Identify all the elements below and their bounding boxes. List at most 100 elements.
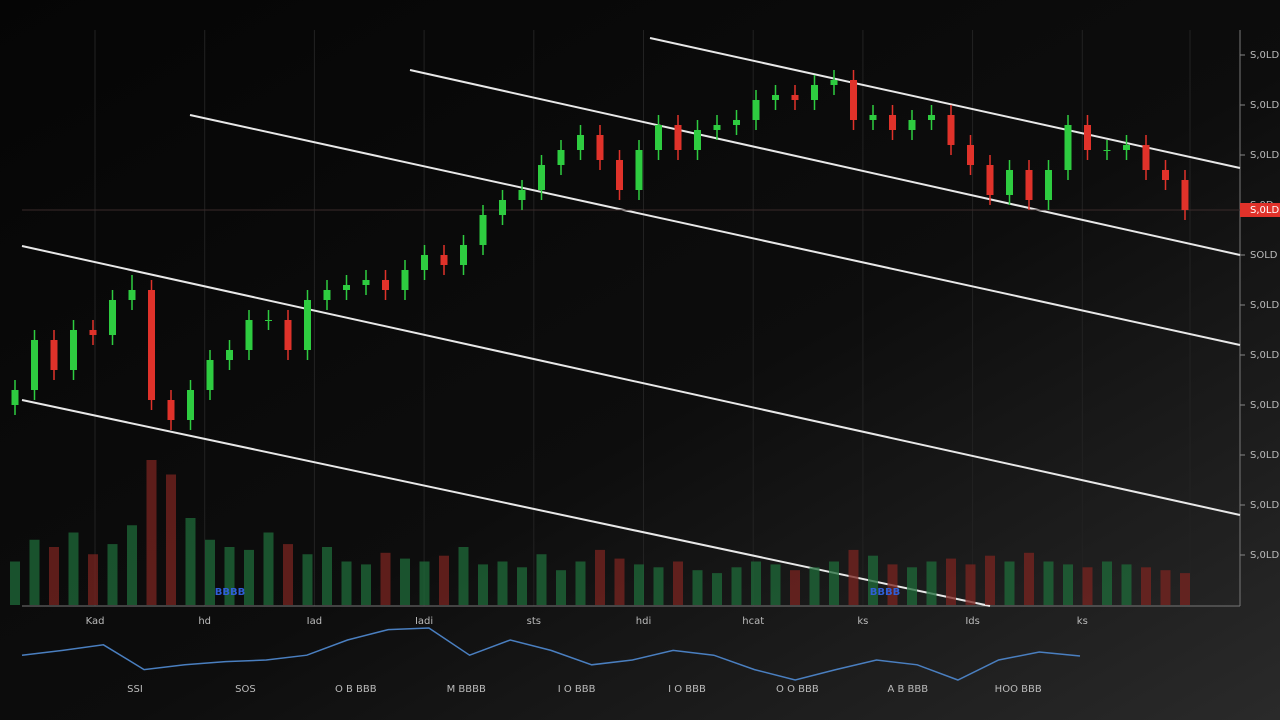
- volume-bar: [1024, 552, 1034, 605]
- y-tick-label: SOLD: [1250, 250, 1278, 261]
- candle-body: [128, 290, 136, 300]
- candle-body: [674, 125, 682, 150]
- bottom-label: A B BBB: [887, 684, 928, 695]
- volume-bar: [419, 561, 430, 605]
- candle-body: [343, 285, 350, 290]
- candle-body: [713, 125, 721, 130]
- volume-bar: [341, 561, 352, 605]
- candle-body: [31, 340, 38, 390]
- current-price-box: [1240, 203, 1280, 217]
- bottom-label: O B BBB: [335, 684, 377, 695]
- volume-bar: [400, 558, 410, 605]
- channel-lines: [21, 37, 1241, 607]
- trend-line: [649, 37, 1241, 169]
- candle-body: [928, 115, 935, 120]
- volume-bar: [166, 474, 176, 605]
- current-price-label: S,0LD: [1250, 205, 1279, 216]
- candle-body: [50, 340, 58, 370]
- volume-bar: [965, 564, 976, 605]
- volume-bar: [88, 554, 98, 605]
- candle-body: [11, 390, 19, 405]
- x-tick-label: Iad: [307, 616, 322, 627]
- candle-body: [1103, 150, 1111, 151]
- candle-body: [908, 120, 916, 130]
- y-tick-label: S,0LD: [1250, 550, 1279, 561]
- volume-bar: [1043, 561, 1054, 605]
- volume-bar: [263, 532, 274, 605]
- volume-bar: [1121, 564, 1132, 605]
- volume-bar: [380, 552, 391, 605]
- marker-label: BBBB: [870, 587, 901, 598]
- volume-bar: [127, 525, 137, 605]
- volume-bar: [595, 549, 605, 605]
- x-tick-label: sts: [527, 616, 541, 627]
- volume-bar: [556, 570, 566, 605]
- volume-bar: [946, 558, 956, 605]
- x-tick-label: Kad: [86, 616, 105, 627]
- y-tick-label: S,0LD: [1250, 450, 1279, 461]
- candle-body: [1045, 170, 1052, 200]
- volume-bar: [1102, 561, 1112, 605]
- candle-body: [362, 280, 370, 285]
- volume-bar: [809, 567, 820, 605]
- candle-body: [791, 95, 799, 100]
- x-tick-label: hd: [198, 616, 211, 627]
- candle-body: [635, 150, 643, 190]
- volume-bar: [1004, 561, 1015, 605]
- bottom-label: O O BBB: [776, 684, 819, 695]
- candle-body: [850, 80, 857, 120]
- y-tick-label: S,0LD: [1250, 100, 1279, 111]
- candle-body: [148, 290, 155, 400]
- volume-bar: [770, 564, 781, 605]
- volume-bar: [848, 549, 859, 605]
- volume-bar: [868, 555, 878, 605]
- volume-bar: [614, 558, 625, 605]
- candle-body: [752, 100, 760, 120]
- candle-body: [596, 135, 604, 160]
- candle-body: [1142, 145, 1150, 170]
- bottom-label: SSI: [127, 684, 143, 695]
- candle-body: [89, 330, 97, 335]
- volume-bar: [731, 567, 742, 605]
- volume-bar: [1160, 570, 1171, 605]
- volume-bar: [29, 539, 40, 605]
- candle-body: [70, 330, 77, 370]
- bottom-label: M BBBB: [447, 684, 486, 695]
- x-tick-label: Ids: [965, 616, 980, 627]
- volume-bar: [634, 564, 644, 605]
- candle-body: [167, 400, 175, 420]
- candle-body: [440, 255, 448, 265]
- volume-bar: [517, 567, 527, 605]
- trend-line: [409, 69, 1241, 256]
- candle-body: [869, 115, 877, 120]
- volume-bar: [478, 564, 488, 605]
- candle-body: [947, 115, 955, 145]
- volume-bar: [244, 549, 254, 605]
- candle-body: [401, 270, 409, 290]
- candle-body: [1064, 125, 1072, 170]
- candle-body: [109, 300, 116, 335]
- volume-bar: [653, 567, 664, 605]
- candle-body: [518, 190, 526, 200]
- candle-body: [616, 160, 623, 190]
- candle-body: [694, 130, 701, 150]
- candle-body: [811, 85, 818, 100]
- candle-body: [245, 320, 253, 350]
- volume-bar: [49, 547, 59, 605]
- volume-bar: [458, 547, 469, 605]
- volume-bar: [985, 555, 995, 605]
- bottom-label: I O BBB: [558, 684, 596, 695]
- trend-line: [21, 245, 1241, 516]
- volume-bar: [1180, 573, 1190, 605]
- volume-bar: [536, 554, 547, 605]
- candle-body: [382, 280, 389, 290]
- x-tick-label: Iadi: [415, 616, 433, 627]
- volume-bar: [322, 547, 332, 605]
- candle-body: [1084, 125, 1091, 150]
- y-tick-label: S,0LD: [1250, 400, 1279, 411]
- volume-bar: [751, 561, 761, 605]
- candle-body: [479, 215, 487, 245]
- volume-bar: [283, 544, 293, 605]
